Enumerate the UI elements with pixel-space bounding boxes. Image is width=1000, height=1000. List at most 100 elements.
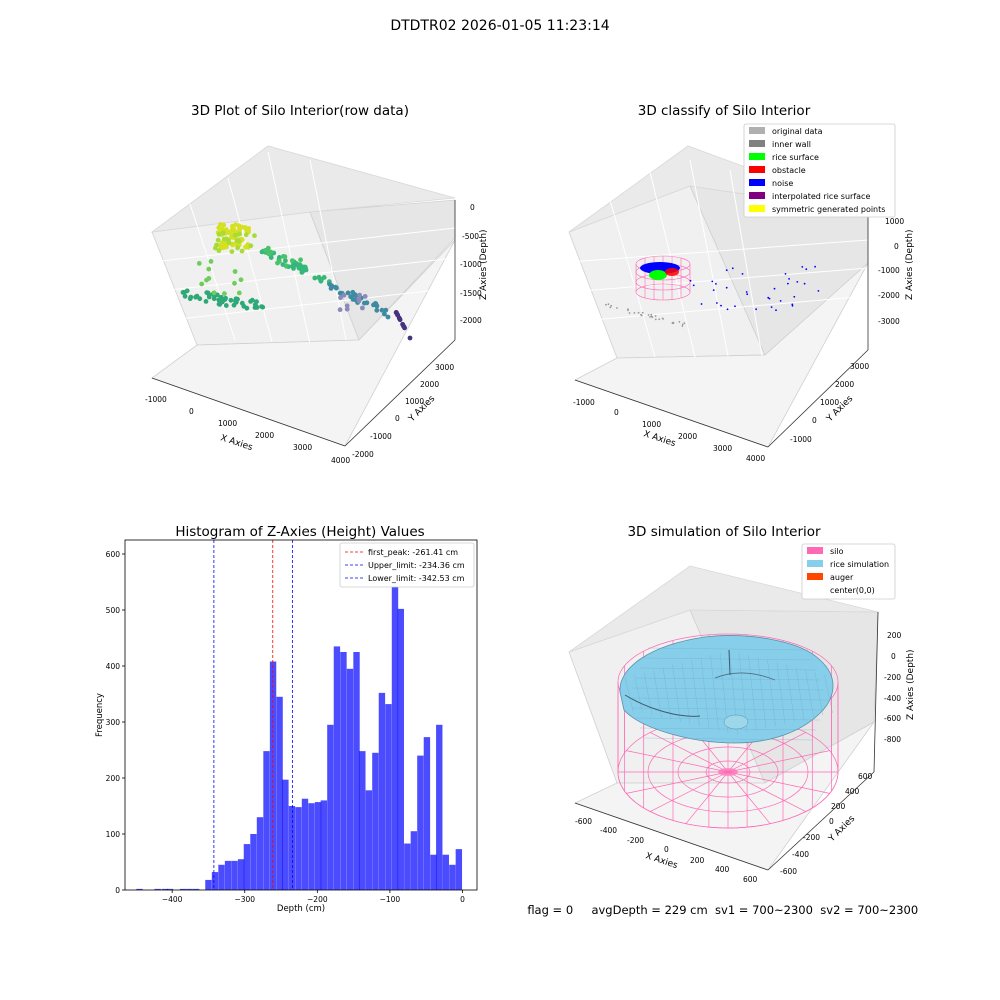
p1-ytick-0: -2000: [352, 450, 374, 459]
histogram-frame: [124, 539, 478, 891]
figure-suptitle: DTDTR02 2026-01-05 11:23:14: [390, 18, 610, 34]
histogram-bar: [166, 888, 174, 890]
raw-point: [319, 277, 324, 282]
noise-point: [791, 304, 794, 307]
panel3-title: Histogram of Z-Axies (Height) Values: [175, 524, 425, 540]
legend-swatch: [749, 153, 765, 160]
legend-label: interpolated rice surface: [772, 192, 870, 201]
y-axis-line: [344, 339, 456, 447]
raw-point: [226, 237, 231, 243]
noise-point: [726, 308, 729, 311]
histogram-bar: [314, 802, 322, 890]
raw-point: [236, 290, 242, 296]
mesh-line: [631, 707, 825, 711]
original-point: [649, 316, 651, 318]
histogram-bar: [211, 872, 219, 890]
noise-point: [805, 268, 808, 271]
p1-zlabel: Z Axies (Depth): [479, 229, 489, 300]
original-point: [633, 312, 636, 314]
raw-point: [252, 233, 257, 239]
histogram-bar: [154, 888, 161, 890]
histogram-bar: [205, 879, 212, 890]
p2-ztick-2: -1000: [878, 266, 900, 275]
raw-data-3d-plot: -1000 0 1000 2000 3000 4000 -2000 -1000 …: [145, 145, 489, 465]
silo-spoke: [727, 732, 806, 773]
raw-point: [289, 258, 295, 263]
p1-ytick-2: 0: [395, 414, 400, 423]
raw-point: [215, 237, 221, 243]
original-point: [609, 306, 612, 309]
panel1-title: 3D Plot of Silo Interior(row data): [191, 103, 409, 119]
p4-xtick-2: -200: [627, 836, 644, 845]
histogram-bar: [237, 859, 245, 890]
noise-point: [779, 300, 782, 302]
noise-point: [692, 284, 695, 287]
raw-point: [223, 303, 229, 308]
histogram-reference-lines: [213, 540, 293, 890]
legend-label: symmetric generated points: [772, 205, 885, 214]
p1-xtick-1: 0: [189, 407, 194, 416]
p4-xtick-0: -600: [575, 817, 592, 826]
histogram-bar: [353, 652, 360, 890]
y-tick-label: 200: [106, 774, 121, 783]
p2-ytick-4: 3000: [850, 362, 869, 371]
noise-point: [791, 303, 794, 306]
p2-ytick-0: -1000: [790, 435, 812, 444]
x-tick-label: −200: [307, 895, 328, 904]
p4-xtick-3: 0: [664, 845, 669, 854]
histogram-bar: [192, 888, 200, 890]
noise-point: [788, 278, 790, 280]
noise-point: [725, 269, 728, 272]
histogram-bar: [417, 755, 424, 890]
p4-zlabel: Z Axies (Depth): [906, 649, 916, 720]
raw-point: [289, 263, 295, 269]
top-back-edge: [150, 145, 456, 233]
mesh-line: [634, 674, 643, 714]
noise-point: [796, 281, 799, 283]
p1-ztick-0: 0: [470, 203, 475, 212]
p4-xtick-4: 200: [690, 856, 705, 865]
p4-ytick-2: -200: [803, 833, 820, 842]
mesh-line: [662, 667, 672, 720]
raw-point: [345, 290, 351, 296]
raw-point: [397, 316, 402, 321]
raw-point: [218, 222, 224, 227]
raw-point: [237, 231, 243, 237]
x-axis-line: [151, 377, 346, 447]
p4-ztick-1: 0: [891, 652, 896, 661]
histogram-bar: [391, 556, 399, 890]
raw-point: [338, 295, 343, 301]
legend-swatch: [807, 547, 823, 554]
raw-point: [281, 254, 286, 259]
p2-xtick-1: 0: [614, 408, 619, 417]
raw-point: [333, 284, 338, 290]
histogram-bar: [436, 724, 443, 890]
raw-point: [266, 251, 272, 257]
p1-ztick-4: -2000: [460, 316, 482, 325]
simulation-3d-plot: -600 -400 -200 0 200 400 600 -600 -400 -…: [568, 543, 916, 884]
p1-ytick-1: -1000: [370, 432, 392, 441]
y-tick-label: 300: [106, 718, 121, 727]
silo-spoke: [626, 771, 729, 794]
histogram-chart: −400 −300 −200 −100 0 0 100 200 300 400 500 600 De…: [95, 539, 478, 914]
raw-point: [242, 225, 248, 230]
raw-point: [344, 303, 350, 309]
raw-point: [220, 227, 225, 232]
raw-point: [216, 248, 222, 254]
original-point: [627, 308, 629, 310]
raw-point: [362, 300, 367, 306]
original-point: [640, 313, 642, 316]
panel2-title: 3D classify of Silo Interior: [637, 103, 811, 119]
raw-point: [206, 292, 212, 298]
histogram-bar: [282, 779, 289, 890]
raw-point: [229, 249, 235, 255]
p2-ytick-1: 0: [812, 416, 817, 425]
mesh-line: [681, 662, 691, 725]
sv1-text: sv1 = 700~2300: [715, 903, 813, 917]
histogram-bar: [295, 807, 302, 890]
p4-ztick-5: -800: [884, 735, 901, 744]
histogram-bar: [276, 696, 283, 890]
raw-point: [341, 292, 347, 298]
original-point: [616, 307, 618, 309]
silo-spoke: [727, 771, 771, 824]
